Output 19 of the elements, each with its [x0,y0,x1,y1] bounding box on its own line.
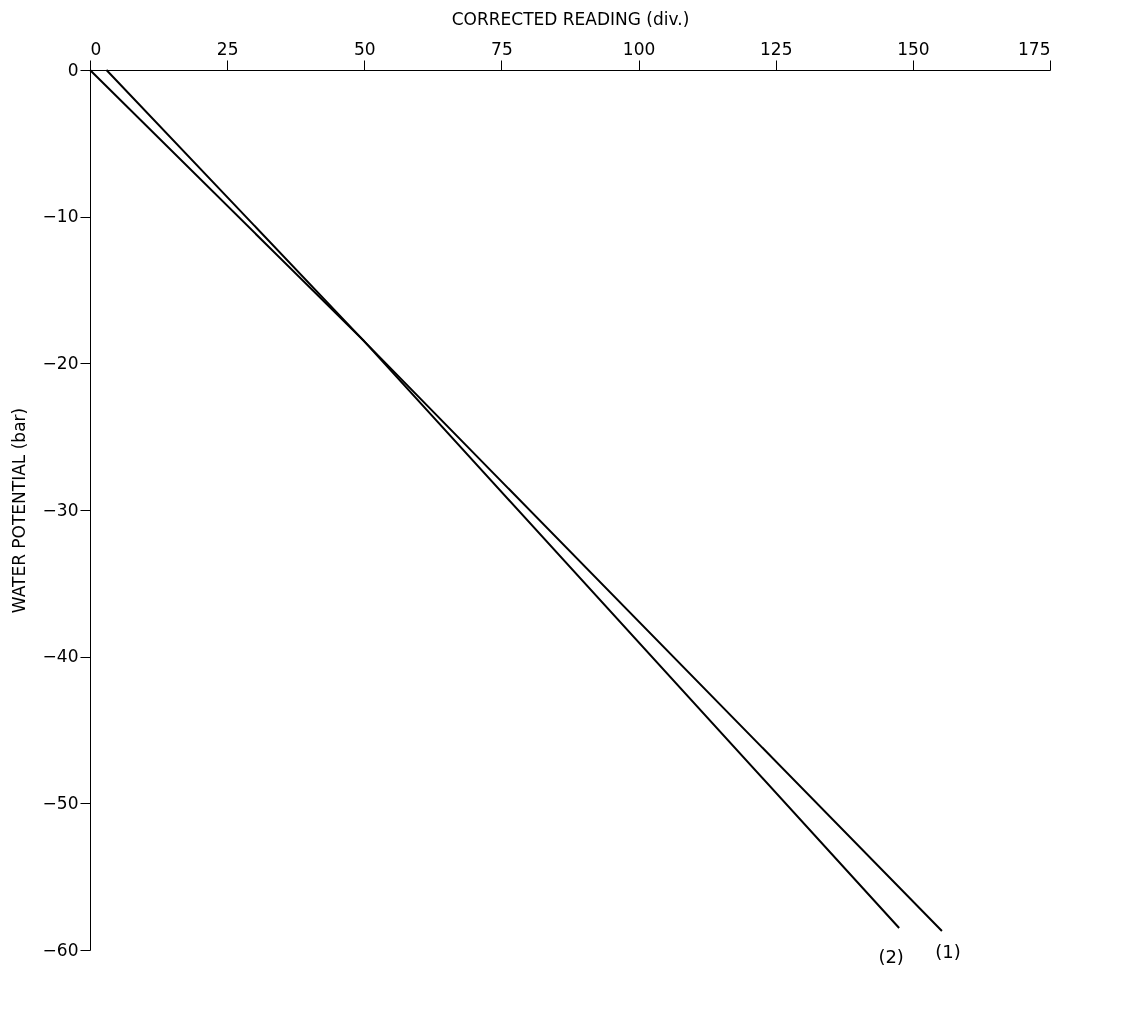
x-tick-label: 25 [216,38,239,59]
y-tick-label: 0 [67,59,79,80]
y-tick-label: −60 [42,939,79,960]
series-label: (1) [935,940,961,962]
y-tick-label: −10 [42,206,79,227]
x-tick-label: 50 [353,38,376,59]
x-tick-label: 0 [90,38,102,59]
x-axis-title: CORRECTED READING (div.) [451,8,690,29]
x-tick-label: 175 [1018,38,1051,59]
x-tick-label: 100 [622,38,656,59]
x-tick-label: 150 [897,38,930,59]
x-tick-label: 75 [491,38,513,59]
x-tick-label: 125 [759,38,793,59]
y-tick-label: −30 [42,499,79,520]
y-tick-label: −20 [42,352,79,373]
series-label: (2) [878,946,904,967]
y-tick-label: −50 [42,792,79,813]
y-tick-label: −40 [42,646,79,667]
y-axis-title: WATER POTENTIAL (bar) [8,407,29,614]
